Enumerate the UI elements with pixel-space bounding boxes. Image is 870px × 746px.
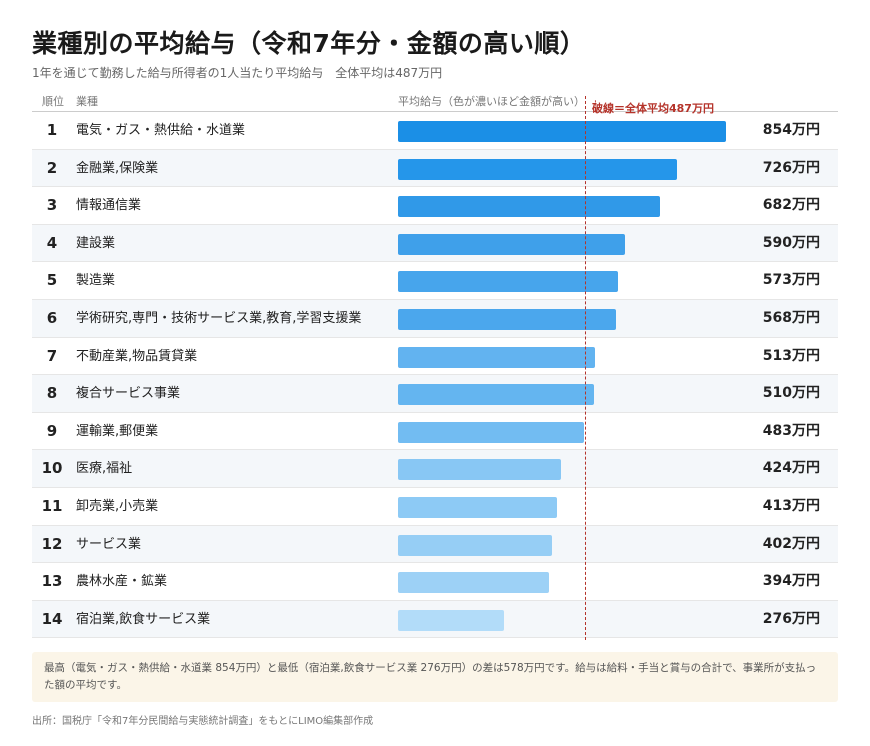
value-label: 413万円 xyxy=(762,497,820,514)
chart-note: 最高（電気・ガス・熱供給・水道業 854万円）と最低（宿泊業,飲食サービス業 2… xyxy=(32,652,838,702)
value-label: 510万円 xyxy=(762,385,820,402)
category-label: 製造業 xyxy=(76,273,116,289)
bar xyxy=(398,121,726,142)
category-label: 複合サービス事業 xyxy=(76,386,181,402)
table-row: 13 農林水産・鉱業 394万円 xyxy=(32,563,838,601)
table-row: 9 運輸業,郵便業 483万円 xyxy=(32,413,838,451)
table-row: 14 宿泊業,飲食サービス業 276万円 xyxy=(32,600,838,639)
value-label: 276万円 xyxy=(762,610,820,627)
table-row: 6 学術研究,専門・技術サービス業,教育,学習支援業 568万円 xyxy=(32,299,838,338)
value-label: 513万円 xyxy=(762,347,820,364)
rank-label: 3 xyxy=(46,196,58,215)
value-label: 424万円 xyxy=(762,460,820,477)
rank-label: 4 xyxy=(46,233,58,252)
category-label: 電気・ガス・熱供給・水道業 xyxy=(76,123,246,138)
bar xyxy=(398,346,596,368)
category-label: 農林水産・鉱業 xyxy=(76,574,168,590)
value-label: 590万円 xyxy=(762,234,820,251)
table-row: 2 金融業,保険業 726万円 xyxy=(32,149,838,188)
bar xyxy=(398,308,617,330)
value-label: 682万円 xyxy=(762,197,820,214)
chart-source: 出所：国税庁「令和7年分民間給与実態統計調査」をもとにLIMO編集部作成 xyxy=(32,716,374,727)
bar-rows: 1 電気・ガス・熱供給・水道業 854万円 2 金融業,保険業 726万円 3 情報通信業 68… xyxy=(32,112,838,639)
value-label: 854万円 xyxy=(762,122,820,138)
rank-label: 2 xyxy=(46,158,58,177)
rank-label: 6 xyxy=(46,308,58,327)
category-label: 宿泊業,飲食サービス業 xyxy=(76,611,211,627)
rank-label: 10 xyxy=(41,459,63,478)
table-row: 1 電気・ガス・熱供給・水道業 854万円 xyxy=(32,112,838,150)
rank-label: 1 xyxy=(46,121,58,139)
bar xyxy=(398,534,553,556)
category-label: 運輸業,郵便業 xyxy=(76,423,159,439)
value-label: 568万円 xyxy=(762,309,820,326)
chart-subtitle: 1年を通じて勤務した給与所得者の1人当たり平均給与 全体平均は487万円 xyxy=(32,66,443,80)
average-legend-label: 破線＝全体平均487万円 xyxy=(592,102,714,115)
bar xyxy=(398,196,660,218)
table-header: 順位 業種 平均給与（色が濃いほど金額が高い） ┊ 破線＝全体平均487万円 xyxy=(32,86,838,115)
rank-label: 13 xyxy=(41,572,63,591)
category-label: 金融業,保険業 xyxy=(76,160,159,176)
bar xyxy=(398,271,619,293)
rank-label: 8 xyxy=(46,384,58,403)
header-industry: 業種 xyxy=(76,95,98,108)
value-label: 573万円 xyxy=(762,272,820,289)
category-label: 不動産業,物品賃貸業 xyxy=(76,348,198,364)
bar xyxy=(398,459,561,481)
table-row: 3 情報通信業 682万円 xyxy=(32,187,838,225)
rank-label: 12 xyxy=(41,534,63,553)
bar xyxy=(398,233,625,255)
table-row: 5 製造業 573万円 xyxy=(32,262,838,300)
table-row: 8 複合サービス事業 510万円 xyxy=(32,375,838,413)
bar xyxy=(398,609,504,631)
header-rank: 順位 xyxy=(42,95,64,108)
rank-label: 5 xyxy=(46,271,58,290)
table-row: 10 医療,福祉 424万円 xyxy=(32,450,838,488)
rank-label: 7 xyxy=(46,346,58,365)
category-label: 建設業 xyxy=(76,235,116,251)
table-row: 11 卸売業,小売業 413万円 xyxy=(32,488,838,526)
rank-label: 11 xyxy=(41,496,63,515)
bar xyxy=(398,572,550,594)
bar xyxy=(398,158,677,180)
category-label: サービス業 xyxy=(76,536,142,552)
value-label: 483万円 xyxy=(762,422,820,439)
rank-label: 9 xyxy=(46,421,58,440)
bar xyxy=(398,496,557,518)
category-label: 医療,福祉 xyxy=(76,461,133,477)
category-label: 情報通信業 xyxy=(76,198,142,214)
value-label: 726万円 xyxy=(762,159,820,176)
average-line xyxy=(585,96,587,640)
value-label: 394万円 xyxy=(762,573,820,590)
chart-title: 業種別の平均給与（令和7年分・金額の高い順） xyxy=(32,29,586,58)
category-label: 卸売業,小売業 xyxy=(76,498,159,514)
table-row: 7 不動産業,物品賃貸業 513万円 xyxy=(32,338,838,376)
bar xyxy=(398,384,594,406)
average-legend-marker: ┊ xyxy=(592,100,600,113)
value-label: 402万円 xyxy=(762,535,820,552)
table-row: 4 建設業 590万円 xyxy=(32,224,838,263)
table-row: 12 サービス業 402万円 xyxy=(32,525,838,564)
rank-label: 14 xyxy=(41,609,63,628)
category-label: 学術研究,専門・技術サービス業,教育,学習支援業 xyxy=(76,310,362,326)
header-bar: 平均給与（色が濃いほど金額が高い） xyxy=(398,95,585,108)
bar xyxy=(398,421,584,443)
